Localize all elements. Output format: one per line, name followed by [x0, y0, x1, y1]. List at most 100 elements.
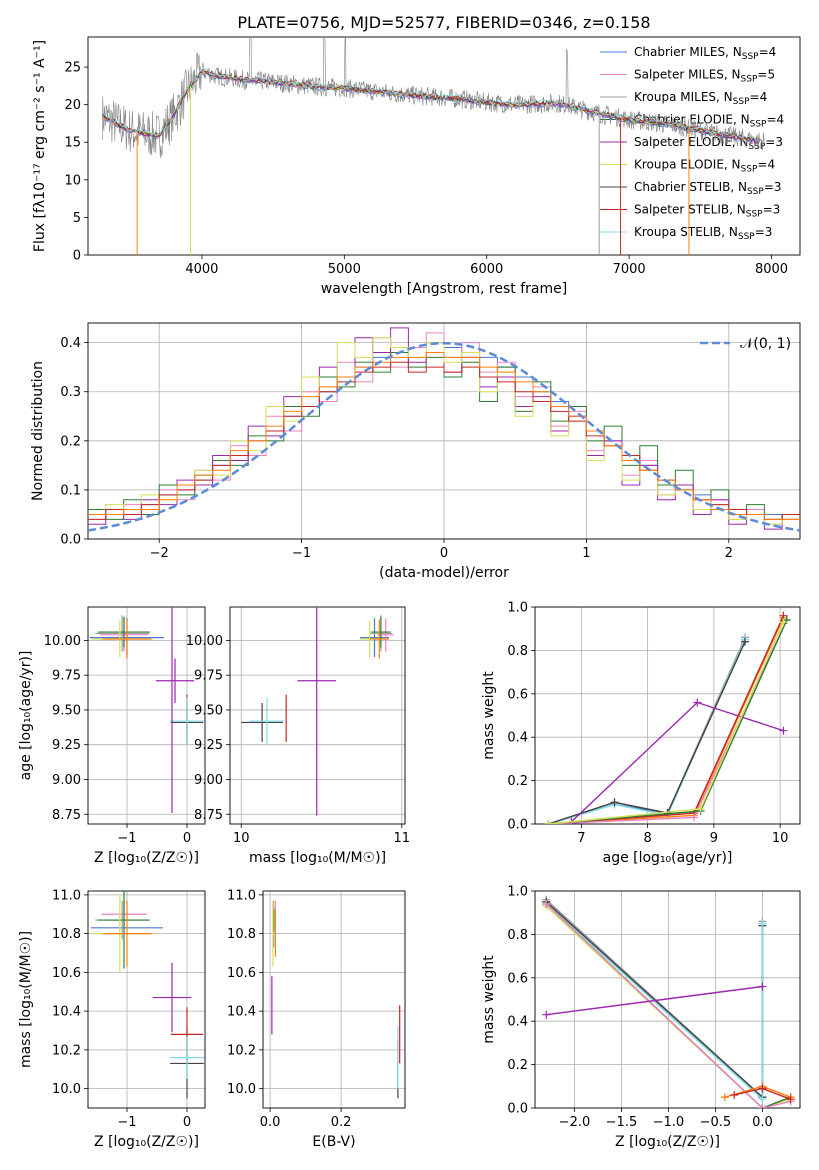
y-tick-label: 0.0	[507, 818, 528, 833]
residual-histogram	[88, 351, 800, 520]
axes-frame	[534, 890, 801, 1109]
mass-weight-marker	[544, 820, 553, 824]
mass-weight-line	[548, 621, 785, 824]
axes-frame	[87, 322, 801, 540]
x-tick-label: 0	[183, 831, 191, 846]
y-tick-label: 1.0	[507, 601, 528, 616]
x-tick-label: 0.0	[752, 1115, 773, 1130]
axes-frame	[87, 606, 206, 825]
y-tick-label: 10.0	[52, 1082, 81, 1097]
x-axis-label: Z [log₁₀(Z/Z☉)]	[94, 1134, 199, 1150]
x-tick-label: 9	[710, 831, 718, 846]
mass-weight-line	[545, 901, 764, 1099]
y-axis-label: mass weight	[481, 671, 497, 760]
x-tick-label: 0	[440, 546, 448, 561]
x-tick-label: −1	[117, 831, 136, 846]
axes-frame	[87, 890, 206, 1109]
plot-area-age_vs_mass	[241, 607, 394, 816]
plot-area-mass_vs_Z	[91, 891, 205, 1099]
x-tick-label: 8	[643, 831, 651, 846]
y-tick-label: 10.8	[227, 927, 256, 942]
axes-frame	[229, 606, 406, 825]
y-tick-label: 9.75	[52, 669, 81, 684]
y-tick-label: 0	[73, 249, 81, 264]
y-tick-label: 10.4	[52, 1005, 81, 1020]
x-tick-label: −1.5	[606, 1115, 638, 1130]
y-tick-label: 0.6	[507, 971, 528, 986]
y-tick-label: 0.6	[507, 687, 528, 702]
legend-entry: 𝒩(0, 1)	[740, 336, 791, 352]
y-tick-label: 9.50	[194, 703, 223, 718]
mass-weight-marker	[741, 637, 750, 646]
y-tick-label: 9.00	[52, 773, 81, 788]
model-spectrum-line	[102, 69, 758, 141]
axes-mass_vs_ebv: 0.0 0.2 10.0 10.2 10.4 10.6 10.8 11.0 E(B-V)	[227, 888, 406, 1150]
x-tick-label: −1.0	[653, 1115, 685, 1130]
y-tick-label: 0.8	[507, 928, 528, 943]
y-tick-label: 10.4	[227, 1005, 256, 1020]
y-tick-label: 10.8	[52, 927, 81, 942]
mass-weight-line	[546, 985, 763, 1016]
y-tick-label: 0.2	[507, 774, 528, 789]
axes-age_vs_mass: 10 11 8.75 9.00 9.25 9.50 9.75 10.00 mass [log₁₀…	[186, 606, 410, 866]
legend-entry: Kroupa MILES, NSSP=4	[634, 90, 767, 107]
x-tick-label: 10	[772, 831, 789, 846]
mass-weight-line	[548, 637, 746, 824]
mass-weight-line	[545, 903, 764, 1101]
x-tick-label: 7000	[613, 262, 646, 277]
y-tick-label: 10.00	[44, 634, 81, 649]
mass-weight-marker	[758, 919, 767, 928]
y-axis-label: mass [log₁₀(M/M☉)]	[18, 931, 34, 1068]
y-tick-label: 9.75	[194, 669, 223, 684]
mass-weight-line	[545, 905, 791, 1108]
mass-weight-line	[548, 641, 746, 824]
model-spectrum-line	[102, 68, 757, 142]
plot-area-age_vs_Z	[89, 607, 205, 813]
y-tick-label: 0.0	[60, 533, 81, 548]
y-axis-label: Normed distribution	[30, 361, 46, 501]
x-tick-label: 4000	[185, 262, 218, 277]
y-tick-label: 0.8	[507, 644, 528, 659]
y-tick-label: 10.2	[227, 1043, 256, 1058]
y-tick-label: 1.0	[507, 885, 528, 900]
x-tick-label: 7	[577, 831, 585, 846]
mass-weight-marker	[779, 618, 788, 627]
y-tick-label: 11.0	[52, 888, 81, 903]
y-tick-label: 0.4	[507, 731, 528, 746]
x-tick-label: 2	[725, 546, 733, 561]
y-tick-label: 10.2	[52, 1043, 81, 1058]
mass-weight-marker	[779, 726, 788, 735]
mass-weight-marker	[542, 1010, 551, 1019]
y-tick-label: 0.2	[60, 434, 81, 449]
mass-weight-marker	[758, 982, 767, 991]
y-tick-label: 10.00	[186, 634, 223, 649]
mass-weight-marker	[720, 1093, 729, 1102]
y-tick-label: 11.0	[227, 888, 256, 903]
x-axis-label: wavelength [Angstrom, rest frame]	[321, 281, 567, 297]
x-tick-label: −2	[150, 546, 169, 561]
y-tick-label: 0.0	[507, 1102, 528, 1117]
axes-spectrum: 4000 5000 6000 7000 8000 0 5 10 15 20 25 wavelength…	[32, 36, 801, 297]
y-tick-label: 9.25	[52, 738, 81, 753]
plot-area-weight_vs_age	[544, 611, 791, 824]
legend-entry: Kroupa ELODIE, NSSP=4	[634, 158, 775, 175]
y-tick-label: 5	[73, 211, 81, 226]
plot-area-residuals	[88, 327, 800, 532]
mass-weight-line	[548, 617, 785, 824]
mass-weight-line	[548, 639, 746, 824]
x-axis-label: E(B-V)	[312, 1134, 355, 1150]
x-axis-label: Z [log₁₀(Z/Z☉)]	[94, 850, 199, 866]
y-tick-label: 9.00	[194, 773, 223, 788]
x-tick-label: 10	[233, 831, 250, 846]
y-tick-label: 0.4	[60, 336, 81, 351]
plot-area-spectrum	[101, 37, 765, 255]
mass-weight-marker	[758, 1104, 767, 1108]
x-tick-label: 5000	[328, 262, 361, 277]
y-tick-label: 10.6	[52, 966, 81, 981]
x-axis-label: Z [log₁₀(Z/Z☉)]	[615, 1134, 720, 1150]
y-axis-label: Flux [fλ10⁻¹⁷ erg cm⁻² s⁻¹ A⁻¹]	[32, 40, 48, 252]
mass-weight-marker	[690, 813, 698, 822]
chart-title: PLATE=0756, MJD=52577, FIBERID=0346, z=0…	[237, 13, 650, 32]
axes-weight_vs_Z: −2.0 −1.5 −1.0 −0.5 0.0 0.0 0.2 0.4 0.6 0.8 1.0 Z […	[481, 885, 801, 1150]
plot-area-mass_vs_ebv	[271, 900, 401, 1099]
